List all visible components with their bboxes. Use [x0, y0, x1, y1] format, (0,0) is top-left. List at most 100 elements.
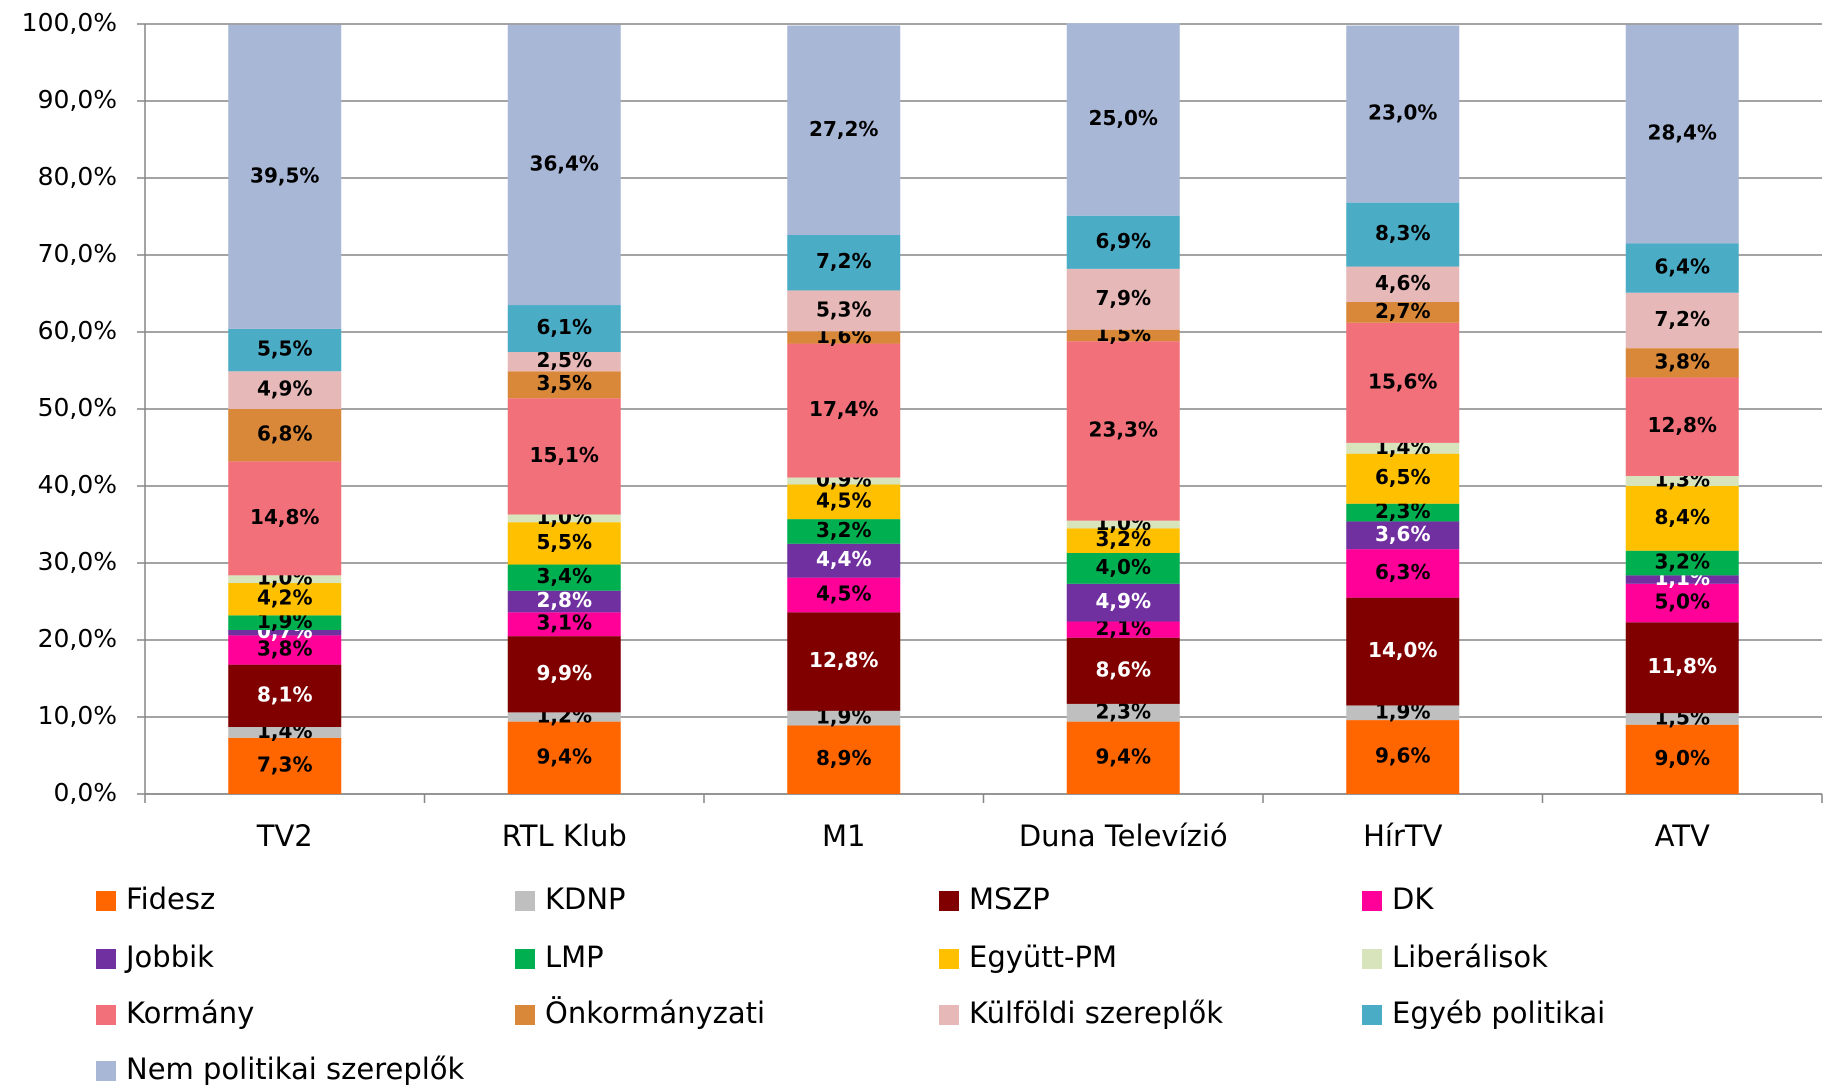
value-label: 15,6% [1368, 369, 1437, 393]
bar-segment [787, 612, 901, 711]
bar-segment [1346, 322, 1460, 443]
bar-segment [507, 24, 621, 306]
value-label: 23,3% [1089, 417, 1158, 441]
value-label: 6,1% [537, 315, 592, 339]
value-label: 4,5% [816, 581, 871, 605]
legend-label: Jobbik [124, 940, 214, 974]
value-label: 9,4% [1096, 744, 1151, 768]
bar-segment [1346, 453, 1460, 504]
bar-segment [507, 612, 621, 637]
value-label: 6,9% [1096, 229, 1151, 253]
value-label: 8,9% [816, 746, 871, 770]
value-label: 6,5% [1375, 465, 1430, 489]
bar-segment [1625, 583, 1739, 623]
bar-segment [787, 343, 901, 478]
value-label: 6,8% [257, 422, 312, 446]
bar-segment [1346, 549, 1460, 598]
bar-segment [507, 721, 621, 794]
value-label: 14,0% [1368, 638, 1437, 662]
bar-segment [1625, 377, 1739, 476]
bar-segment [1346, 720, 1460, 794]
bar-segment [228, 24, 342, 329]
bar-segment [507, 636, 621, 713]
bar-segment [1066, 268, 1180, 330]
bar-segment [1346, 202, 1460, 267]
legend-label: Együtt-PM [969, 940, 1117, 974]
y-tick-label: 80,0% [38, 162, 117, 191]
value-label: 8,4% [1655, 505, 1710, 529]
legend-swatch [1362, 1005, 1382, 1025]
bar-segment [787, 290, 901, 332]
bar-segment [1625, 575, 1739, 584]
value-label: 4,6% [1375, 271, 1430, 295]
value-label: 14,8% [250, 505, 319, 529]
legend-swatch [1362, 891, 1382, 911]
bar-segment [228, 727, 342, 738]
bar-segment [1625, 243, 1739, 293]
x-tick-label: ATV [1655, 819, 1710, 853]
value-label: 7,3% [257, 752, 312, 776]
value-label: 28,4% [1648, 121, 1717, 145]
legend-swatch [96, 1005, 116, 1025]
value-label: 3,8% [257, 637, 312, 661]
value-label: 3,2% [816, 518, 871, 542]
bar-segment [787, 234, 901, 291]
bar-segment [1066, 528, 1180, 553]
y-tick-label: 100,0% [22, 8, 117, 37]
bar-segment [787, 725, 901, 794]
value-label: 2,8% [537, 588, 592, 612]
value-label: 5,3% [816, 297, 871, 321]
value-label: 3,1% [537, 611, 592, 635]
value-label: 23,0% [1368, 101, 1437, 125]
bar-segment [228, 371, 342, 409]
bar-segment [228, 664, 342, 728]
legend-swatch [939, 1005, 959, 1025]
value-label: 2,5% [537, 348, 592, 372]
bar-segment [787, 331, 901, 344]
y-tick-label: 90,0% [38, 85, 117, 114]
bar-segment [1346, 266, 1460, 302]
bar-segment [1625, 348, 1739, 378]
legend-swatch [939, 891, 959, 911]
bar-segment [228, 575, 342, 584]
bar-segment [507, 305, 621, 353]
value-label: 3,2% [1655, 550, 1710, 574]
legend-swatch [96, 949, 116, 969]
bar-segment [1066, 341, 1180, 521]
value-label: 25,0% [1089, 106, 1158, 130]
bar-segment [1625, 486, 1739, 551]
legend-label: Nem politikai szereplők [126, 1052, 465, 1086]
bar-segment [1066, 637, 1180, 704]
y-tick-label: 0,0% [53, 778, 117, 807]
bar-segment [787, 25, 901, 235]
legend-label: LMP [545, 940, 604, 974]
value-label: 4,9% [1096, 589, 1151, 613]
value-label: 8,3% [1375, 221, 1430, 245]
bar-segment [1346, 705, 1460, 721]
bar-segment [1066, 721, 1180, 794]
legend-label: MSZP [969, 882, 1050, 916]
value-label: 8,6% [1096, 657, 1151, 681]
bar-segment [228, 328, 342, 372]
value-label: 6,3% [1375, 560, 1430, 584]
bar-segment [507, 371, 621, 399]
x-tick-label: HírTV [1363, 819, 1443, 853]
value-label: 5,5% [537, 530, 592, 554]
value-label: 3,5% [537, 371, 592, 395]
bar-segment [1066, 215, 1180, 269]
bar-segment [1066, 583, 1180, 622]
bar-segment [1346, 597, 1460, 706]
bar-segment [1625, 622, 1739, 714]
value-label: 36,4% [530, 151, 599, 175]
y-tick-label: 20,0% [38, 624, 117, 653]
y-tick-label: 10,0% [38, 701, 117, 730]
legend-swatch [96, 1061, 116, 1081]
bar-segment [787, 484, 901, 520]
value-label: 7,9% [1096, 286, 1151, 310]
bar-segment [1066, 621, 1180, 638]
value-label: 4,4% [816, 547, 871, 571]
bar-segment [1066, 329, 1180, 342]
bar-segment [787, 710, 901, 726]
bar-segment [228, 461, 342, 576]
value-label: 3,4% [537, 564, 592, 588]
